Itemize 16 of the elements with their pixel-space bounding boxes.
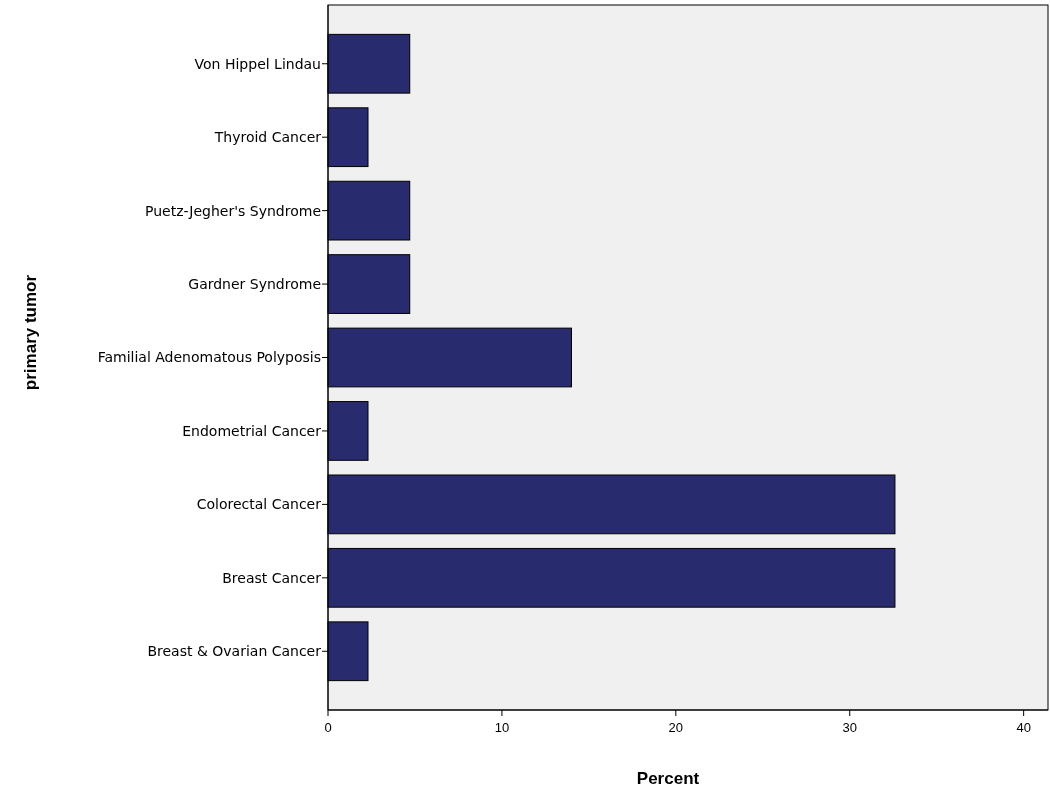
x-axis-title: Percent: [636, 769, 700, 788]
y-tick-label: Breast Cancer: [222, 569, 322, 586]
y-tick-label: Familial Adenomatous Polyposis: [97, 349, 321, 366]
y-tick-label: Von Hippel Lindau: [194, 55, 321, 72]
x-tick-label: 10: [494, 720, 510, 735]
y-tick-label: Gardner Syndrome: [188, 275, 321, 292]
x-tick-label: 40: [1016, 720, 1031, 735]
y-tick-label: Puetz-Jegher's Syndrome: [144, 202, 321, 219]
y-tick-label: Endometrial Cancer: [182, 422, 322, 439]
y-axis-title: primary tumor: [21, 274, 40, 391]
y-tick-label: Breast & Ovarian Cancer: [147, 643, 322, 660]
x-tick-label: 20: [668, 720, 684, 735]
x-tick-label: 0: [324, 720, 332, 735]
x-tick-label: 30: [842, 720, 857, 735]
y-tick-label: Colorectal Cancer: [196, 496, 322, 513]
y-tick-label: Thyroid Cancer: [213, 129, 322, 146]
